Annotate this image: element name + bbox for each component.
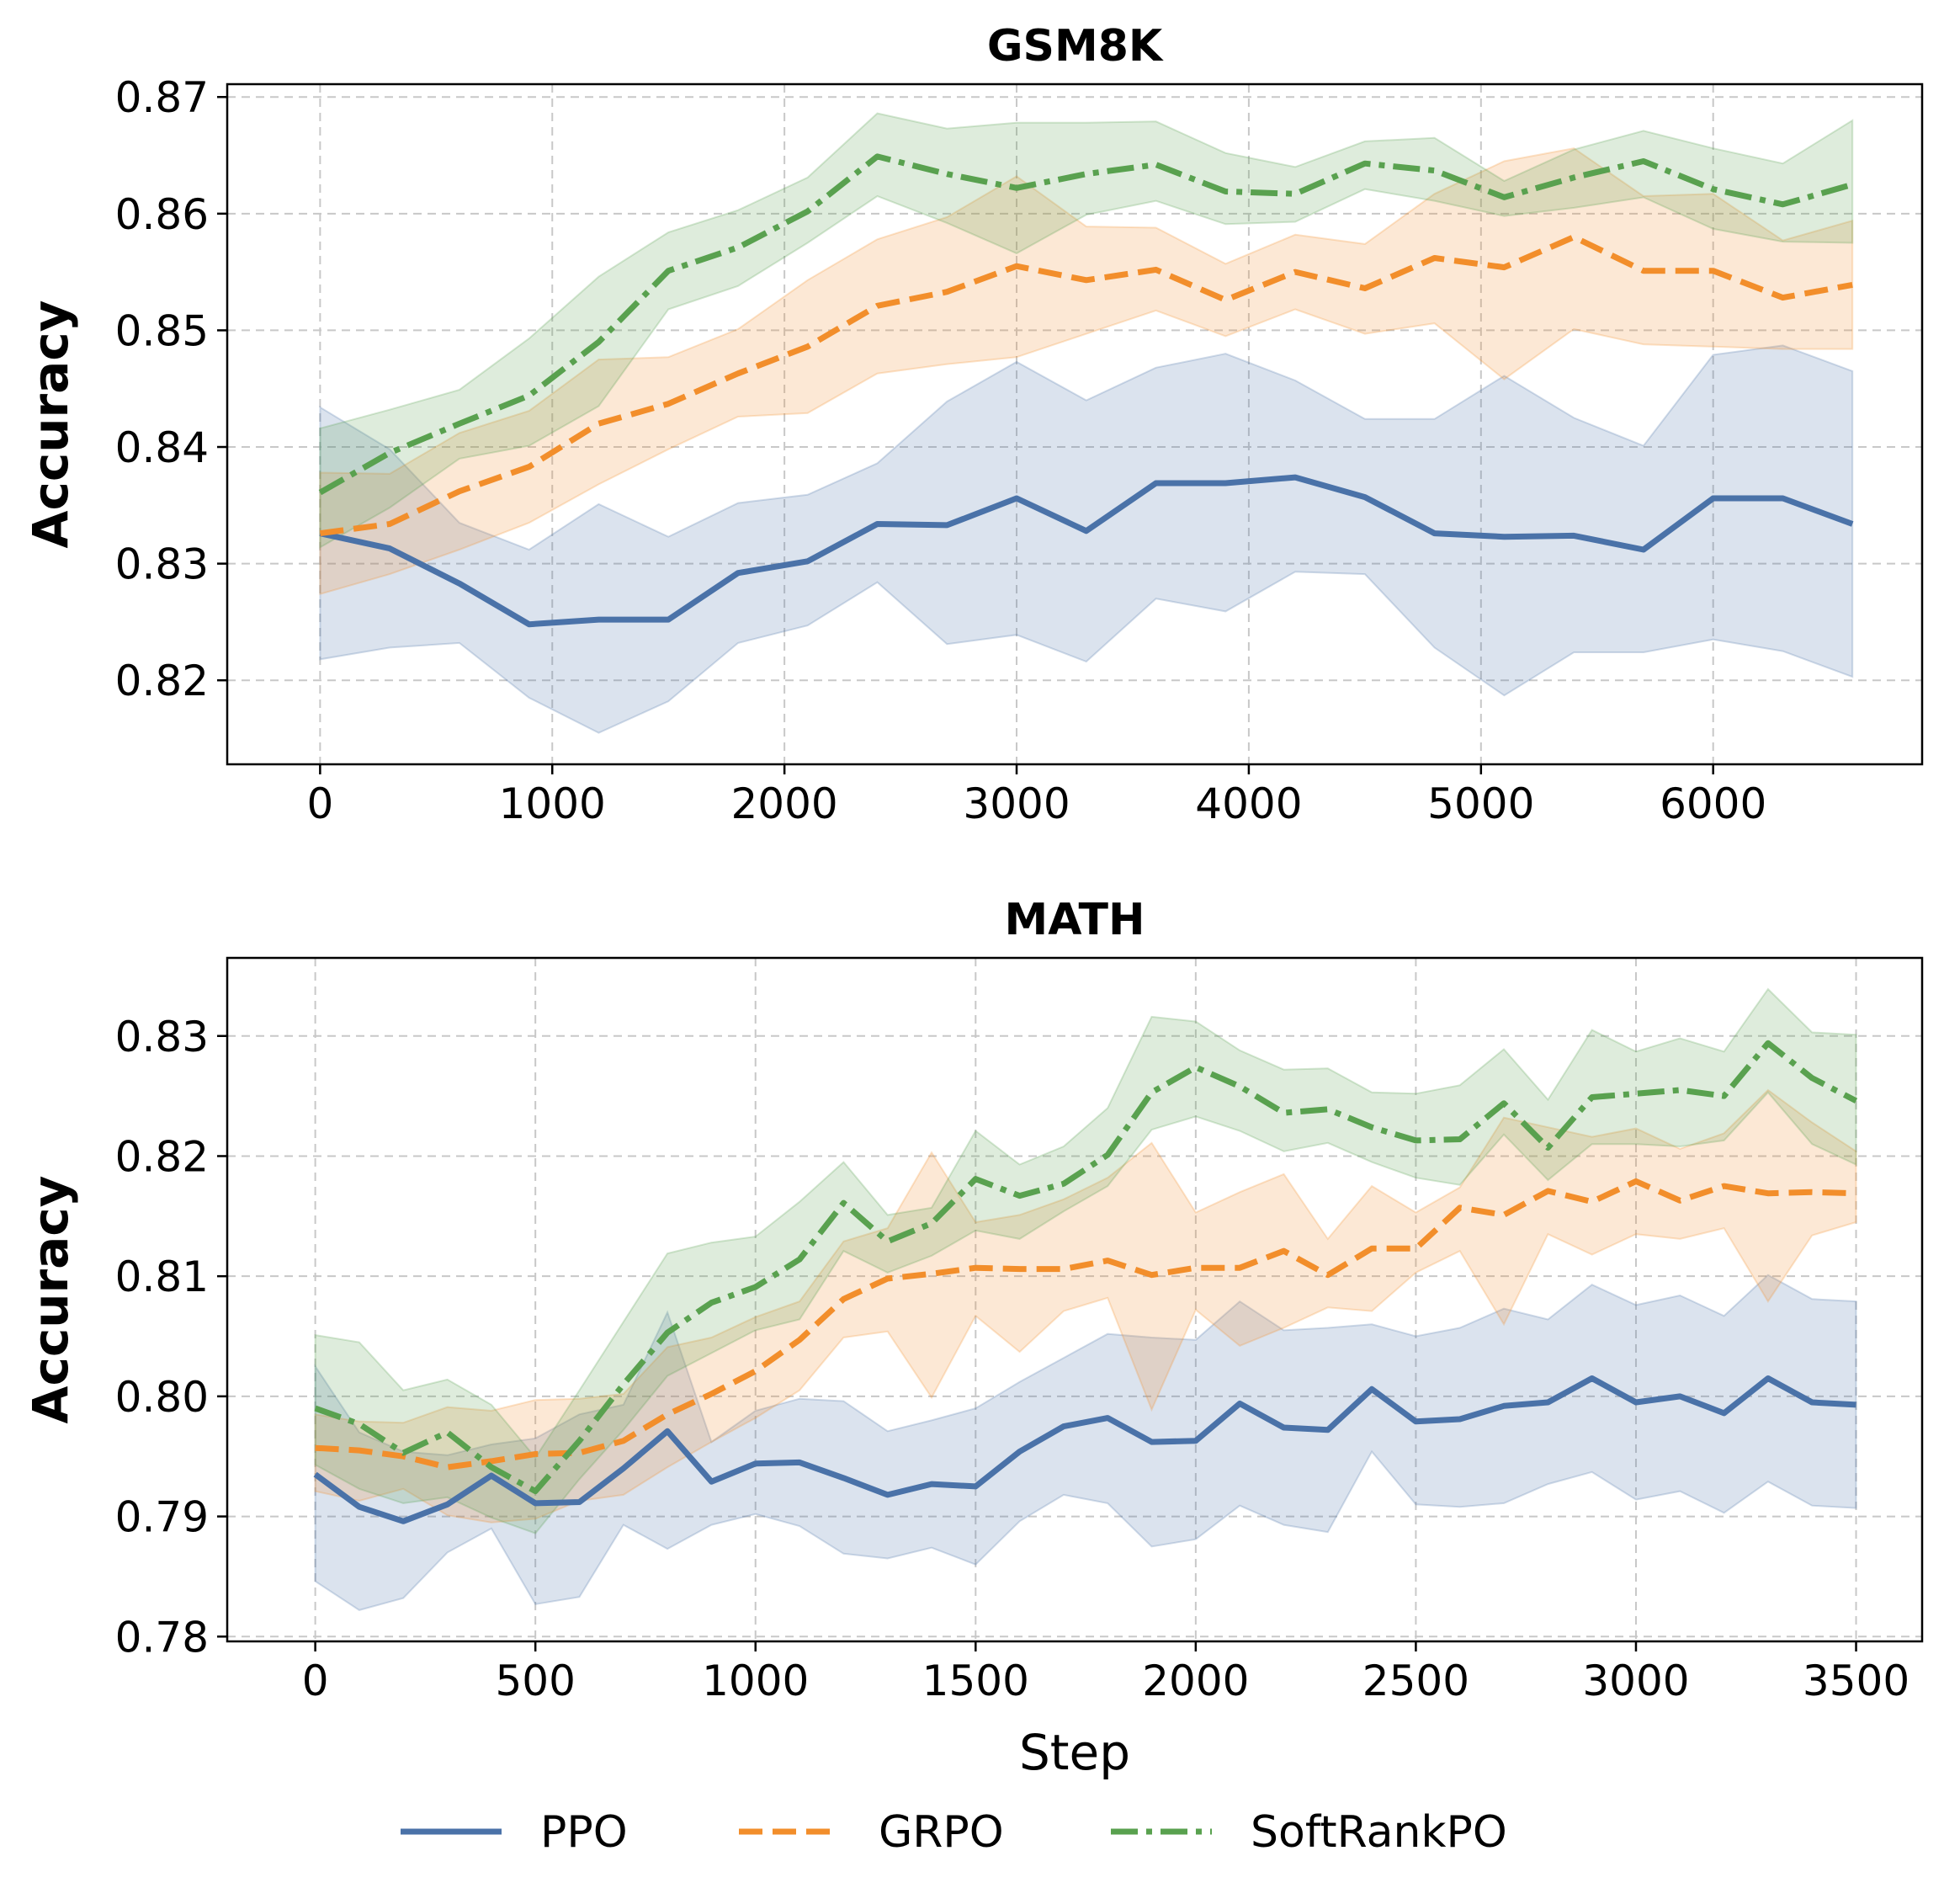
x-tick-label: 3500: [1803, 1657, 1909, 1705]
y-tick-label: 0.80: [115, 1373, 209, 1422]
x-tick-label: 1500: [922, 1657, 1029, 1705]
y-tick-label: 0.85: [115, 306, 209, 355]
x-tick-label: 0: [302, 1657, 329, 1705]
legend: PPO GRPO SoftRankPO: [401, 1807, 1507, 1858]
legend-label-grpo: GRPO: [879, 1807, 1004, 1858]
y-tick-label: 0.82: [115, 657, 209, 705]
y-tick-label: 0.83: [115, 540, 209, 589]
x-tick-label: 2500: [1362, 1657, 1469, 1705]
chart-title: MATH: [1005, 895, 1145, 945]
x-tick-label: 0: [306, 779, 333, 828]
x-tick-label: 5000: [1427, 779, 1534, 828]
x-tick-label: 1000: [702, 1657, 809, 1705]
y-tick-label: 0.87: [115, 73, 209, 122]
y-tick-label: 0.86: [115, 190, 209, 239]
x-tick-label: 1000: [499, 779, 606, 828]
x-tick-label: 3000: [963, 779, 1070, 828]
x-tick-label: 2000: [731, 779, 838, 828]
y-tick-label: 0.84: [115, 423, 209, 472]
chart-title: GSM8K: [987, 21, 1164, 72]
x-tick-label: 2000: [1142, 1657, 1249, 1705]
x-tick-label: 500: [495, 1657, 575, 1705]
gsm8k-panel: 0 1000 2000 3000 4000 5000 6000 0.82 0.83 0.84 0.8…: [22, 21, 1922, 828]
y-axis-label: Accuracy: [22, 300, 79, 549]
legend-label-softrankpo: SoftRankPO: [1251, 1807, 1507, 1858]
x-tick-label: 4000: [1195, 779, 1302, 828]
y-tick-label: 0.78: [115, 1613, 209, 1662]
math-panel: 0 500 1000 1500 2000 2500 3000 3500 0.78 0.79 0.80…: [22, 895, 1922, 1781]
x-tick-label: 3000: [1582, 1657, 1689, 1705]
y-tick-label: 0.79: [115, 1493, 209, 1542]
y-tick-label: 0.82: [115, 1132, 209, 1181]
y-tick-label: 0.81: [115, 1252, 209, 1301]
x-tick-label: 6000: [1660, 779, 1766, 828]
figure: 0 1000 2000 3000 4000 5000 60000.820.830.840.8…: [0, 0, 1944, 1904]
y-tick-label: 0.83: [115, 1013, 209, 1061]
y-axis-label: Accuracy: [22, 1176, 79, 1424]
x-axis-label: Step: [1019, 1724, 1130, 1781]
legend-label-ppo: PPO: [540, 1807, 628, 1858]
